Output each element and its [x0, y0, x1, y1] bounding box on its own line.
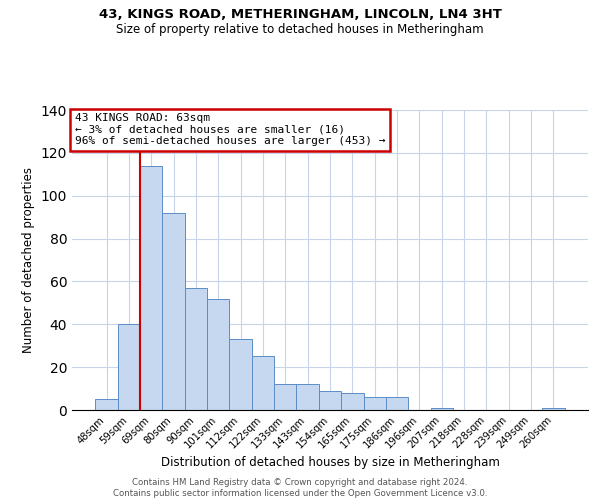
Bar: [542, 408, 565, 410]
Bar: [229, 340, 252, 410]
Text: 43, KINGS ROAD, METHERINGHAM, LINCOLN, LN4 3HT: 43, KINGS ROAD, METHERINGHAM, LINCOLN, L…: [98, 8, 502, 20]
Y-axis label: Number of detached properties: Number of detached properties: [22, 167, 35, 353]
Bar: [364, 397, 386, 410]
Bar: [252, 356, 274, 410]
Bar: [386, 397, 408, 410]
X-axis label: Distribution of detached houses by size in Metheringham: Distribution of detached houses by size …: [161, 456, 499, 469]
Bar: [274, 384, 296, 410]
Bar: [341, 393, 364, 410]
Text: 43 KINGS ROAD: 63sqm
← 3% of detached houses are smaller (16)
96% of semi-detach: 43 KINGS ROAD: 63sqm ← 3% of detached ho…: [74, 113, 385, 146]
Bar: [95, 400, 118, 410]
Bar: [431, 408, 453, 410]
Bar: [319, 390, 341, 410]
Text: Size of property relative to detached houses in Metheringham: Size of property relative to detached ho…: [116, 22, 484, 36]
Bar: [207, 298, 229, 410]
Bar: [118, 324, 140, 410]
Text: Contains HM Land Registry data © Crown copyright and database right 2024.
Contai: Contains HM Land Registry data © Crown c…: [113, 478, 487, 498]
Bar: [163, 213, 185, 410]
Bar: [185, 288, 207, 410]
Bar: [140, 166, 163, 410]
Bar: [296, 384, 319, 410]
